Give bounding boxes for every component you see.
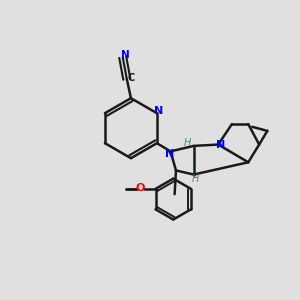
- Text: N: N: [154, 106, 163, 116]
- Text: N: N: [121, 50, 130, 59]
- Text: H: H: [191, 174, 199, 184]
- Text: OMe: OMe: [127, 188, 130, 189]
- Text: C: C: [127, 73, 134, 83]
- Text: N: N: [164, 149, 174, 159]
- Text: H: H: [184, 138, 191, 148]
- Text: O: O: [136, 183, 145, 193]
- Text: N: N: [216, 140, 225, 149]
